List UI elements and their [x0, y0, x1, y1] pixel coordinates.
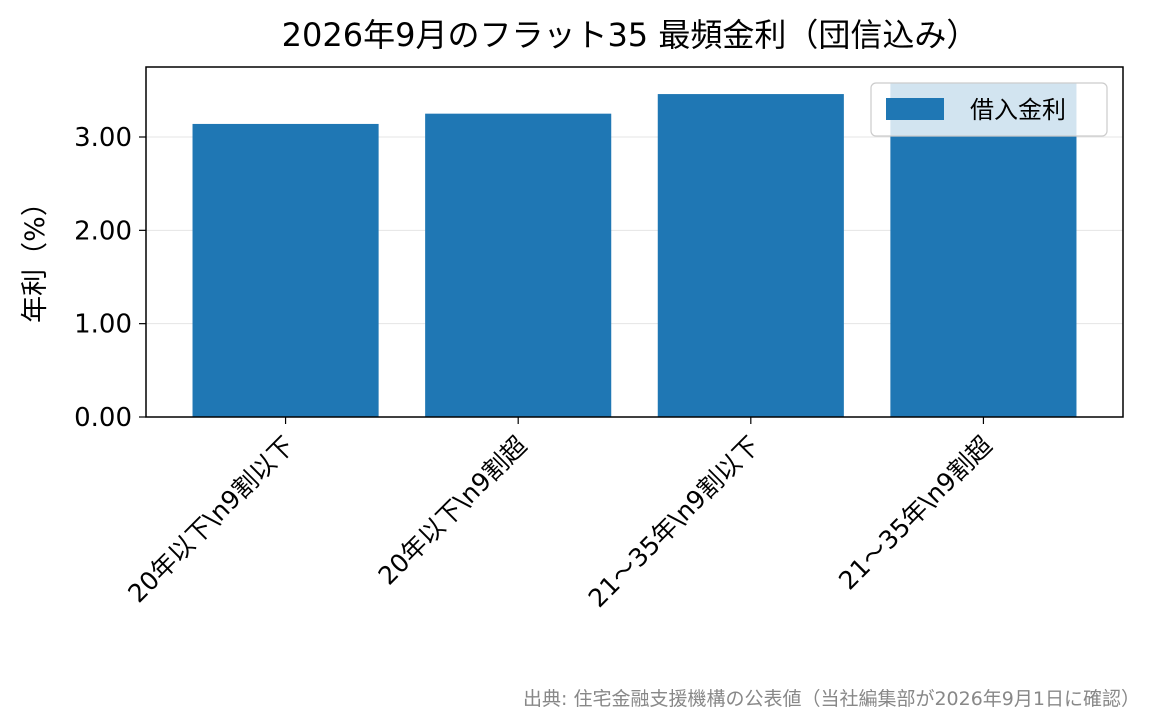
- legend-label: 借入金利: [970, 96, 1066, 124]
- x-tick-label: 21〜35年\n9割超: [833, 431, 998, 596]
- bar: [192, 123, 379, 417]
- y-tick-label: 1.00: [74, 310, 132, 340]
- y-tick-label: 3.00: [74, 123, 132, 153]
- x-tick-label: 21〜35年\n9割以下: [583, 431, 765, 613]
- chart-title: 2026年9月のフラット35 最頻金利（団信込み）: [282, 16, 979, 54]
- legend-swatch: [886, 98, 944, 120]
- legend-box: [870, 82, 1108, 137]
- y-tick-label: 2.00: [74, 216, 132, 246]
- plot-frame: [145, 66, 1124, 418]
- y-axis-label: 年利（%）: [20, 189, 51, 323]
- x-tick-label: 20年以下\n9割以下: [122, 431, 299, 608]
- legend: 借入金利: [870, 82, 1108, 137]
- source-note: 出典: 住宅金融支援機構の公表値（当社編集部が2026年9月1日に確認）: [523, 688, 1140, 710]
- bar: [890, 82, 1077, 417]
- bar: [425, 113, 612, 418]
- bar: [657, 94, 844, 418]
- y-axis-ticks: 0.00 1.00 2.00 3.00: [74, 123, 146, 433]
- bars: [192, 82, 1077, 418]
- y-tick-label: 0.00: [74, 403, 132, 433]
- x-axis-ticks: 20年以下\n9割以下 20年以下\n9割超 21〜35年\n9割以下 21〜35年\…: [122, 417, 998, 613]
- x-tick-label: 20年以下\n9割超: [373, 431, 533, 591]
